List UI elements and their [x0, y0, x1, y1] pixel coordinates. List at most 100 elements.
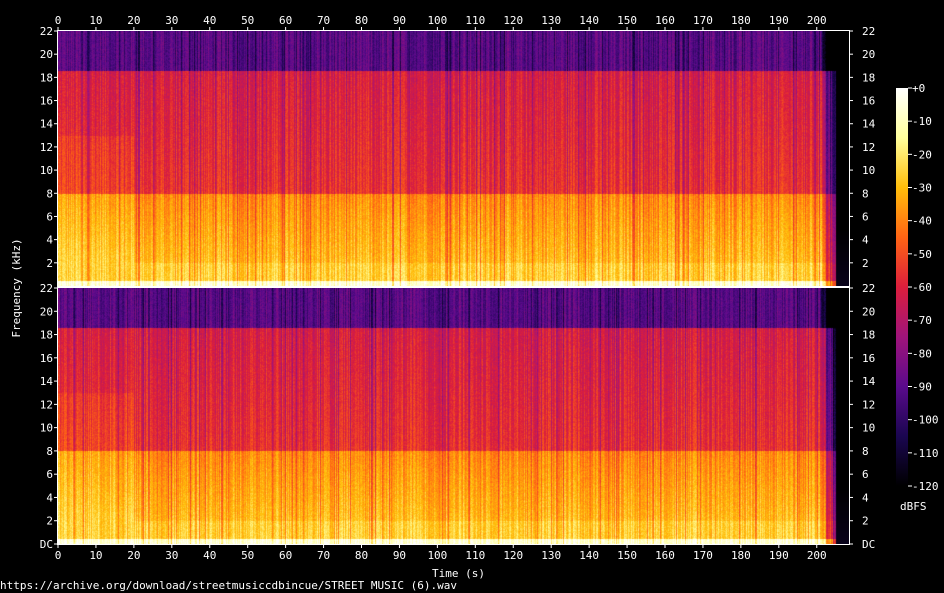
y-tick-label-right-bottom: 16 [862, 352, 875, 365]
x-tick-label-top: 0 [55, 14, 62, 27]
colorbar-tick-label: +0 [912, 82, 925, 95]
colorbar-label: dBFS [900, 500, 927, 513]
y-tick-label-left-bottom: 4 [46, 491, 53, 504]
y-tick-label-right-bottom: 6 [862, 468, 869, 481]
spectrogram-bottom-channel [58, 288, 849, 544]
y-tick-label-right-top: 8 [862, 187, 869, 200]
x-tick-label-bottom: 30 [165, 549, 178, 562]
y-tick-label-right-bottom: 22 [862, 282, 875, 295]
y-tick-label-left-bottom: 18 [40, 329, 53, 342]
y-tick-label-right-bottom: 20 [862, 305, 875, 318]
x-tick-label-top: 30 [165, 14, 178, 27]
colorbar-tick-label: -110 [912, 447, 939, 460]
x-tick-label-bottom: 10 [89, 549, 102, 562]
x-tick-label-top: 90 [393, 14, 406, 27]
x-tick-label-bottom: 90 [393, 549, 406, 562]
colorbar-tick-label: -90 [912, 381, 932, 394]
y-axis-label: Frequency (kHz) [10, 238, 23, 338]
y-tick-label-right-top: 16 [862, 95, 875, 108]
x-tick-label-top: 10 [89, 14, 102, 27]
x-tick-label-bottom: 120 [503, 549, 523, 562]
x-tick-label-top: 20 [127, 14, 140, 27]
y-tick-label-left-top: 18 [40, 71, 53, 84]
y-tick-label-left-top: 22 [40, 25, 53, 38]
x-tick-label-top: 150 [617, 14, 637, 27]
x-tick-label-top: 120 [503, 14, 523, 27]
x-axis-label: Time (s) [432, 567, 485, 580]
plot-frame-top [57, 30, 850, 287]
y-tick-label-left-bottom: 10 [40, 422, 53, 435]
source-url: https://archive.org/download/streetmusic… [0, 579, 457, 592]
colorbar-tick-label: -120 [912, 480, 939, 493]
y-tick-label-right-bottom: 8 [862, 445, 869, 458]
y-tick-label-left-bottom: 16 [40, 352, 53, 365]
y-tick-label-right-top: 14 [862, 118, 876, 131]
x-tick-label-top: 80 [355, 14, 368, 27]
y-tick-label-right-bottom: 2 [862, 515, 869, 528]
x-tick-label-top: 200 [807, 14, 827, 27]
y-tick-label-left-top: 12 [40, 141, 53, 154]
colorbar-tick-label: -100 [912, 414, 939, 427]
x-tick-label-top: 160 [655, 14, 675, 27]
x-tick-label-bottom: 170 [693, 549, 713, 562]
colorbar-tick-label: -70 [912, 314, 932, 327]
y-tick-label-right-bottom: 10 [862, 422, 875, 435]
colorbar-tick-label: -40 [912, 215, 932, 228]
y-tick-label-right-bottom: DC [862, 538, 875, 551]
x-tick-label-bottom: 70 [317, 549, 330, 562]
y-tick-label-left-top: 20 [40, 48, 53, 61]
colorbar [896, 88, 908, 486]
x-tick-label-bottom: 130 [541, 549, 561, 562]
y-tick-label-right-bottom: 4 [862, 491, 869, 504]
x-tick-label-top: 100 [427, 14, 447, 27]
x-tick-label-top: 70 [317, 14, 330, 27]
y-tick-label-left-bottom: 14 [40, 375, 54, 388]
x-tick-label-top: 140 [579, 14, 599, 27]
y-tick-label-right-bottom: 18 [862, 329, 875, 342]
y-tick-label-left-top: 4 [46, 234, 53, 247]
colorbar-tick-label: -80 [912, 347, 932, 360]
colorbar-tick-label: -20 [912, 148, 932, 161]
y-tick-label-left-top: 2 [46, 257, 53, 270]
y-tick-label-left-bottom: 12 [40, 398, 53, 411]
x-tick-label-bottom: 110 [465, 549, 485, 562]
y-tick-label-left-bottom: 6 [46, 468, 53, 481]
x-tick-label-bottom: 50 [241, 549, 254, 562]
x-tick-label-top: 170 [693, 14, 713, 27]
x-tick-label-top: 180 [731, 14, 751, 27]
colorbar-tick-label: -50 [912, 248, 932, 261]
x-tick-label-bottom: 190 [769, 549, 789, 562]
y-tick-label-left-bottom: 8 [46, 445, 53, 458]
y-tick-label-right-bottom: 14 [862, 375, 876, 388]
x-tick-label-bottom: 0 [55, 549, 62, 562]
y-tick-label-right-top: 10 [862, 164, 875, 177]
x-tick-label-bottom: 160 [655, 549, 675, 562]
x-tick-label-top: 60 [279, 14, 292, 27]
y-tick-label-right-top: 6 [862, 210, 869, 223]
x-tick-label-bottom: 60 [279, 549, 292, 562]
y-tick-label-left-top: 14 [40, 118, 54, 131]
y-tick-label-right-top: 4 [862, 234, 869, 247]
x-tick-label-bottom: 180 [731, 549, 751, 562]
y-tick-label-left-bottom: DC [40, 538, 53, 551]
spectrogram-top-channel [58, 31, 849, 286]
x-tick-label-top: 110 [465, 14, 485, 27]
x-tick-label-bottom: 200 [807, 549, 827, 562]
x-tick-label-bottom: 80 [355, 549, 368, 562]
x-tick-label-bottom: 150 [617, 549, 637, 562]
x-tick-label-bottom: 100 [427, 549, 447, 562]
y-tick-label-right-top: 18 [862, 71, 875, 84]
y-tick-label-left-bottom: 2 [46, 515, 53, 528]
y-tick-label-left-top: 16 [40, 95, 53, 108]
x-tick-label-bottom: 20 [127, 549, 140, 562]
colorbar-tick-label: -30 [912, 182, 932, 195]
y-tick-label-left-top: 6 [46, 210, 53, 223]
y-tick-label-right-top: 2 [862, 257, 869, 270]
y-tick-label-right-top: 20 [862, 48, 875, 61]
x-tick-label-top: 190 [769, 14, 789, 27]
x-tick-label-top: 130 [541, 14, 561, 27]
y-tick-label-left-bottom: 22 [40, 282, 53, 295]
y-tick-label-right-top: 22 [862, 25, 875, 38]
colorbar-tick-label: -60 [912, 281, 932, 294]
x-tick-label-top: 50 [241, 14, 254, 27]
